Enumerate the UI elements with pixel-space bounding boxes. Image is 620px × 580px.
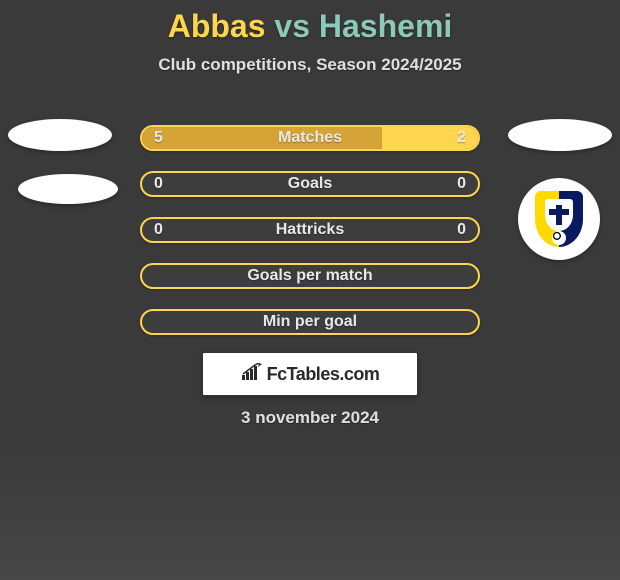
- attribution-text: FcTables.com: [267, 364, 380, 385]
- bar-fill-left: [142, 127, 382, 149]
- title-player1: Abbas: [168, 8, 266, 44]
- bar-chart-icon: [241, 363, 263, 386]
- bar-value-left: 5: [154, 129, 163, 147]
- background-gradient: [0, 440, 620, 580]
- bar-label: Goals per match: [247, 267, 372, 285]
- page-title: Abbas vs Hashemi: [0, 0, 620, 45]
- footer-date: 3 november 2024: [0, 408, 620, 428]
- stat-bars: Matches 5 2 Goals 0 0 Hattricks 0 0 Goals per mat…: [140, 125, 480, 355]
- player1-club-placeholder: [18, 174, 118, 204]
- stat-bar-matches: Matches 5 2: [140, 125, 480, 151]
- player1-portrait-placeholder: [8, 119, 112, 151]
- player2-club-badge: [518, 178, 600, 260]
- bar-label: Min per goal: [263, 313, 357, 331]
- bar-value-left: 0: [154, 175, 163, 193]
- stat-bar-goals: Goals 0 0: [140, 171, 480, 197]
- stat-bar-min-per-goal: Min per goal: [140, 309, 480, 335]
- bar-label: Matches: [278, 129, 342, 147]
- player2-portrait-placeholder: [508, 119, 612, 151]
- bar-value-right: 0: [457, 175, 466, 193]
- subtitle: Club competitions, Season 2024/2025: [0, 55, 620, 75]
- bar-value-right: 0: [457, 221, 466, 239]
- shield-icon: [535, 191, 583, 247]
- attribution-box[interactable]: FcTables.com: [202, 352, 418, 396]
- title-player2: Hashemi: [319, 8, 452, 44]
- bar-label: Hattricks: [276, 221, 344, 239]
- stat-bar-goals-per-match: Goals per match: [140, 263, 480, 289]
- bar-value-left: 0: [154, 221, 163, 239]
- title-vs: vs: [274, 8, 310, 44]
- bar-value-right: 2: [457, 129, 466, 147]
- bar-label: Goals: [288, 175, 332, 193]
- stat-bar-hattricks: Hattricks 0 0: [140, 217, 480, 243]
